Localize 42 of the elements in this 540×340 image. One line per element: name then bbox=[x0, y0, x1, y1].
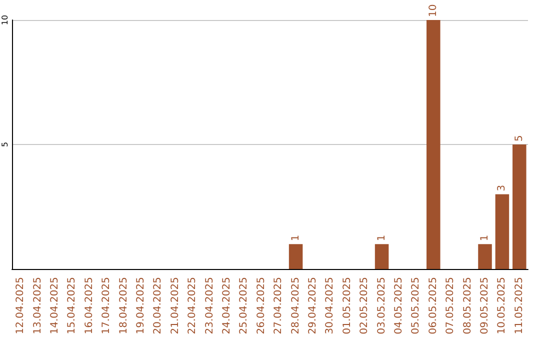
x-tick-label: 15.04.2025 bbox=[66, 277, 78, 334]
data-label: 3 bbox=[496, 184, 508, 192]
x-tick-label: 26.04.2025 bbox=[256, 277, 267, 334]
x-tick-label: 12.04.2025 bbox=[15, 277, 26, 334]
x-tick-label: 28.04.2025 bbox=[290, 277, 302, 334]
data-label: 5 bbox=[514, 135, 525, 142]
data-label: 1 bbox=[290, 234, 302, 242]
bar bbox=[288, 244, 303, 269]
x-tick-label: 20.04.2025 bbox=[152, 277, 164, 334]
x-tick-label: 19.04.2025 bbox=[136, 277, 146, 334]
bar bbox=[512, 144, 526, 269]
data-label: 1 bbox=[376, 234, 388, 242]
x-tick-label: 21.04.2025 bbox=[170, 277, 181, 334]
x-tick-label: 23.04.2025 bbox=[204, 277, 216, 334]
x-tick-label: 16.04.2025 bbox=[84, 277, 95, 334]
x-tick-label: 25.04.2025 bbox=[238, 277, 250, 334]
x-tick-label: 17.04.2025 bbox=[101, 277, 112, 334]
x-tick-label: 03.05.2025 bbox=[376, 277, 388, 334]
x-tick-label: 13.04.2025 bbox=[32, 277, 44, 334]
x-tick-label: 11.05.2025 bbox=[514, 277, 525, 334]
x-tick-label: 14.04.2025 bbox=[50, 277, 60, 334]
data-label: 10 bbox=[428, 4, 439, 17]
x-tick-label: 07.05.2025 bbox=[445, 277, 456, 334]
x-tick-label: 30.04.2025 bbox=[324, 277, 336, 334]
x-tick-label: 22.04.2025 bbox=[187, 277, 198, 334]
x-tick-label: 24.04.2025 bbox=[222, 277, 232, 334]
data-label: 1 bbox=[480, 234, 490, 242]
bar bbox=[478, 244, 492, 269]
x-tick-label: 01.05.2025 bbox=[342, 277, 353, 334]
bar bbox=[495, 194, 510, 269]
x-tick-label: 18.04.2025 bbox=[118, 277, 130, 334]
x-tick-label: 05.05.2025 bbox=[410, 277, 422, 334]
x-tick-label: 08.05.2025 bbox=[462, 277, 474, 334]
bar bbox=[426, 20, 440, 269]
bar bbox=[374, 244, 389, 269]
x-tick-label: 29.04.2025 bbox=[308, 277, 318, 334]
x-tick-label: 04.05.2025 bbox=[394, 277, 404, 334]
x-tick-label: 09.05.2025 bbox=[480, 277, 490, 334]
x-tick-label: 06.05.2025 bbox=[428, 277, 439, 334]
x-tick-label: 27.04.2025 bbox=[273, 277, 284, 334]
x-tick-label: 02.05.2025 bbox=[359, 277, 370, 334]
x-tick-label: 10.05.2025 bbox=[496, 277, 508, 334]
